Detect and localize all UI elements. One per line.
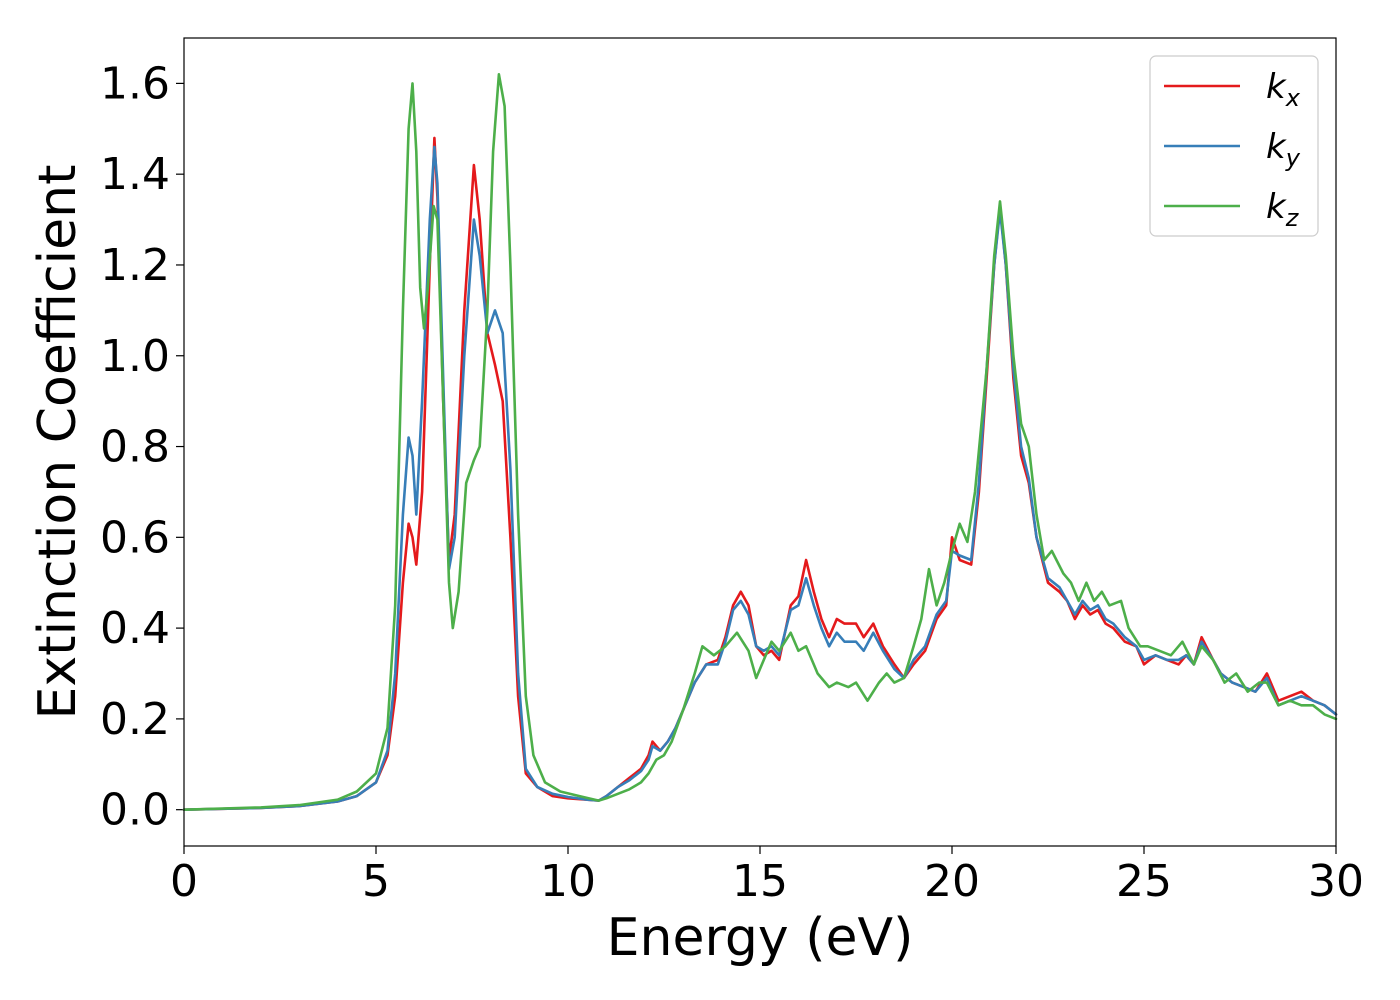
y-tick-label: 1.6 xyxy=(100,58,170,109)
y-tick-label: 1.0 xyxy=(100,331,170,382)
x-axis-title: Energy (eV) xyxy=(607,908,914,968)
y-tick-label: 0.8 xyxy=(100,422,170,473)
x-tick-label: 10 xyxy=(540,856,596,907)
series-line-ky xyxy=(182,145,1338,811)
x-tick-label: 30 xyxy=(1308,856,1364,907)
legend-label-subscript: x xyxy=(1285,84,1301,112)
series-lines xyxy=(182,73,1338,811)
y-tick-label: 0.4 xyxy=(100,603,170,654)
legend-label-base: k xyxy=(1266,67,1287,107)
legend-label-base: k xyxy=(1266,187,1287,227)
legend-label-subscript: z xyxy=(1285,204,1300,232)
legend-label-kz: kz xyxy=(1266,187,1300,232)
x-tick-label: 25 xyxy=(1116,856,1172,907)
y-tick-label: 0.2 xyxy=(100,694,170,745)
x-tick-label: 15 xyxy=(732,856,788,907)
x-tick-label: 20 xyxy=(924,856,980,907)
series-line-kz xyxy=(182,73,1338,811)
plot-area-frame xyxy=(183,37,1337,847)
axis-ticks: 0 5 10 15 20 25 30 0.0 0.2 0.4 0.6 0.8 1.0 1.2 1.4 1.6 xyxy=(100,58,1364,907)
y-tick-label: 0.0 xyxy=(100,785,170,836)
legend-label-ky: ky xyxy=(1266,127,1301,172)
legend-label-kx: kx xyxy=(1266,67,1301,112)
series-line-kx xyxy=(182,136,1338,811)
x-tick-label: 5 xyxy=(362,856,390,907)
legend-label-subscript: y xyxy=(1285,144,1301,172)
y-tick-label: 1.4 xyxy=(100,149,170,200)
x-tick-label: 0 xyxy=(170,856,198,907)
y-tick-label: 0.6 xyxy=(100,512,170,563)
y-tick-label: 1.2 xyxy=(100,240,170,291)
y-axis-title: Extinction Coefficient xyxy=(28,165,88,720)
legend-label-base: k xyxy=(1266,127,1287,167)
